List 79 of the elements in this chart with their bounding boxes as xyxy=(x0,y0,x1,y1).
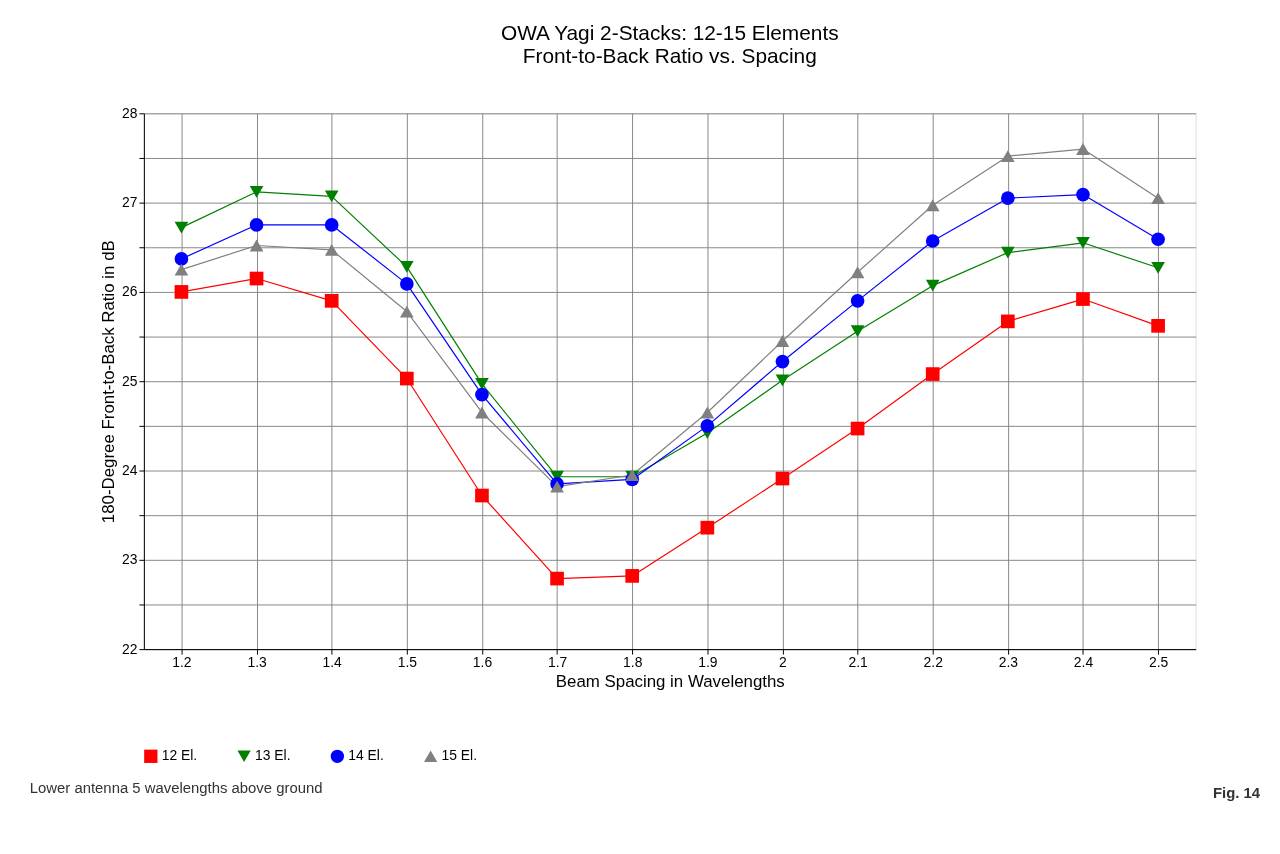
point xyxy=(174,252,189,266)
point xyxy=(1076,143,1090,155)
point xyxy=(475,387,489,402)
x-tick-label: 2 xyxy=(779,654,788,671)
y-tick-label: 27 xyxy=(121,194,138,211)
y-axis-title: 180-Degree Front-to-Back Ratio in dB xyxy=(99,240,119,524)
point xyxy=(925,279,940,292)
x-axis-title: Beam Spacing in Wavelengths xyxy=(555,672,785,692)
point xyxy=(625,569,640,583)
point xyxy=(174,285,189,299)
x-tick-label: 2.2 xyxy=(923,654,944,671)
x-tick-label: 2.4 xyxy=(1073,654,1094,671)
x-tick-label: 1.5 xyxy=(397,654,418,671)
point xyxy=(925,367,940,381)
point xyxy=(1001,150,1015,163)
point xyxy=(249,239,264,252)
point xyxy=(850,294,865,308)
point xyxy=(174,221,189,234)
point xyxy=(775,374,790,387)
legend-label: 12 El. xyxy=(161,747,198,764)
y-tick-label: 24 xyxy=(121,461,138,478)
point xyxy=(850,266,865,279)
point xyxy=(925,234,940,248)
point xyxy=(925,199,940,212)
y-tick-label: 23 xyxy=(121,551,138,568)
point xyxy=(775,354,790,369)
point xyxy=(324,244,339,256)
point xyxy=(1151,319,1165,333)
point xyxy=(399,260,414,273)
point xyxy=(475,377,489,390)
legend-label: 14 El. xyxy=(348,747,384,764)
x-tick-label: 1.4 xyxy=(322,654,343,671)
point xyxy=(850,421,865,436)
point xyxy=(1076,236,1090,249)
point xyxy=(249,185,264,198)
point xyxy=(1151,261,1165,274)
point xyxy=(174,263,189,276)
point xyxy=(550,571,564,586)
x-tick-label: 1.8 xyxy=(623,654,643,671)
x-tick-label: 1.3 xyxy=(247,654,267,671)
x-tick-label: 2.1 xyxy=(848,654,869,671)
x-tick-label: 2.5 xyxy=(1148,654,1169,671)
y-tick-label: 28 xyxy=(121,104,138,121)
x-tick-label: 1.6 xyxy=(472,654,493,671)
point xyxy=(775,471,790,486)
point xyxy=(324,294,339,308)
caption: Fig. 14 xyxy=(1213,784,1261,801)
legend-label: 15 El. xyxy=(441,747,478,764)
x-tick-label: 2.3 xyxy=(998,654,1019,671)
point xyxy=(700,520,715,535)
point xyxy=(850,325,865,338)
y-tick-label: 26 xyxy=(121,283,138,300)
point xyxy=(1001,191,1015,205)
point xyxy=(700,406,715,419)
point xyxy=(1076,292,1090,306)
y-tick-label: 22 xyxy=(121,640,138,657)
point xyxy=(249,271,264,286)
point xyxy=(399,277,414,291)
x-tick-label: 1.2 xyxy=(172,654,192,671)
chart-title: OWA Yagi 2-Stacks: 12-15 Elements Front-to-Back Ratio vs. Spacing xyxy=(500,20,839,67)
y-tick-label: 25 xyxy=(121,372,138,389)
legend-label: 13 El. xyxy=(255,747,291,764)
point xyxy=(1151,192,1165,205)
point xyxy=(324,218,339,232)
point xyxy=(1001,314,1015,329)
x-tick-label: 1.9 xyxy=(698,654,718,671)
x-tick-label: 1.7 xyxy=(547,654,568,671)
point xyxy=(475,488,489,503)
point xyxy=(399,371,414,386)
point xyxy=(775,335,790,347)
point xyxy=(1001,246,1015,259)
point xyxy=(475,406,489,419)
point xyxy=(249,218,264,232)
point xyxy=(1076,187,1090,202)
text: Lower antenna 5 wavelengths above ground xyxy=(29,780,323,796)
point xyxy=(324,190,339,203)
point xyxy=(399,305,414,318)
point xyxy=(700,419,715,433)
point xyxy=(1151,232,1165,247)
